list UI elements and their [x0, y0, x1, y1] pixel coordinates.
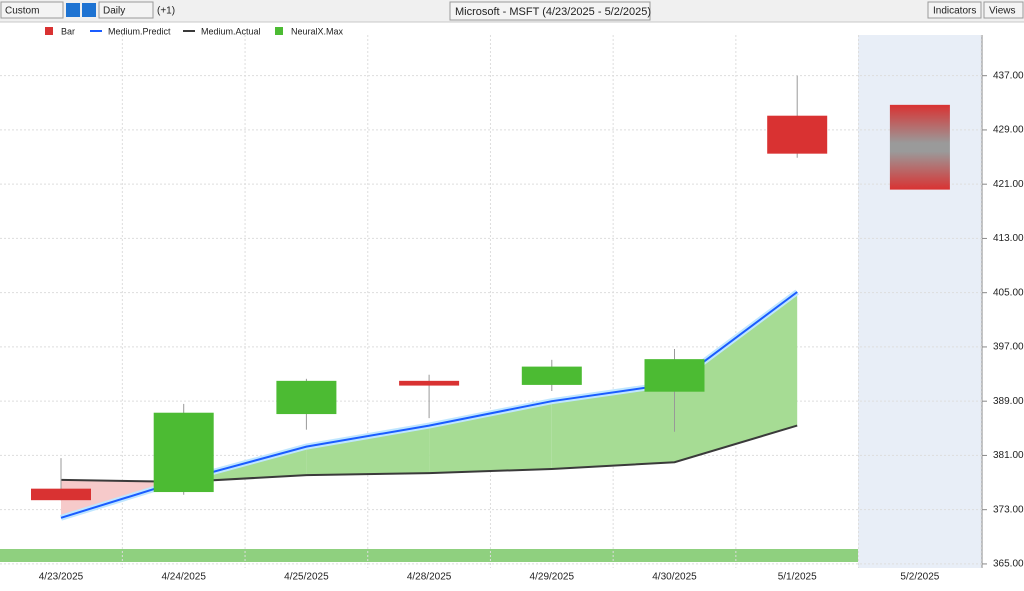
views-button[interactable] — [983, 1, 1024, 19]
forecast-range — [889, 104, 950, 190]
y-tick-label: 413.00 — [993, 233, 1024, 244]
views-label: Views — [989, 6, 1016, 17]
legend: Bar Medium.Predict Medium.Actual NeuralX.Ma… — [45, 26, 344, 36]
y-tick-label: 381.00 — [993, 450, 1024, 461]
spread-fill — [674, 292, 798, 463]
bottom-strip — [0, 549, 858, 562]
interval-label: Daily — [103, 6, 125, 17]
spread-fill — [551, 383, 675, 469]
legend-label: Bar — [61, 26, 75, 36]
x-tick-label: 4/23/2025 — [39, 572, 84, 583]
chart-title: Microsoft - MSFT (4/23/2025 - 5/2/2025) — [455, 6, 651, 18]
x-tick-label: 4/28/2025 — [407, 572, 452, 583]
legend-swatch — [45, 27, 53, 35]
y-tick-label: 421.00 — [993, 179, 1024, 190]
candle-body — [399, 380, 460, 386]
symbol-box[interactable] — [449, 1, 651, 21]
candle-body — [276, 380, 337, 415]
x-tick-label: 5/1/2025 — [778, 572, 817, 583]
zoom-in[interactable] — [66, 3, 80, 17]
spread-fill — [306, 425, 430, 476]
x-tick-label: 4/24/2025 — [161, 572, 206, 583]
candle-body — [31, 488, 91, 501]
offset-label: (+1) — [157, 6, 175, 17]
candle-body — [521, 366, 582, 385]
candle-body — [767, 115, 828, 154]
x-tick-label: 5/2/2025 — [900, 572, 939, 583]
spread-fill — [429, 401, 552, 474]
y-tick-label: 437.00 — [993, 70, 1024, 81]
indicators-button[interactable] — [927, 1, 982, 19]
zoom-out[interactable] — [82, 3, 96, 17]
candle-body — [153, 412, 214, 493]
preset-select[interactable] — [0, 1, 64, 19]
legend-label: Medium.Actual — [201, 26, 261, 36]
preset-label: Custom — [5, 6, 39, 17]
x-tick-label: 4/25/2025 — [284, 572, 329, 583]
legend-swatch — [275, 27, 283, 35]
candle-body — [644, 359, 705, 392]
y-tick-label: 365.00 — [993, 559, 1024, 570]
legend-label: Medium.Predict — [108, 26, 171, 36]
x-tick-label: 4/30/2025 — [652, 572, 697, 583]
indicators-label: Indicators — [933, 6, 976, 17]
y-tick-label: 397.00 — [993, 342, 1024, 353]
y-tick-label: 429.00 — [993, 125, 1024, 136]
y-tick-label: 373.00 — [993, 504, 1024, 515]
interval-select[interactable] — [98, 1, 154, 19]
y-tick-label: 389.00 — [993, 396, 1024, 407]
y-tick-label: 405.00 — [993, 287, 1024, 298]
x-tick-label: 4/29/2025 — [530, 572, 575, 583]
legend-label: NeuralX.Max — [291, 26, 344, 36]
